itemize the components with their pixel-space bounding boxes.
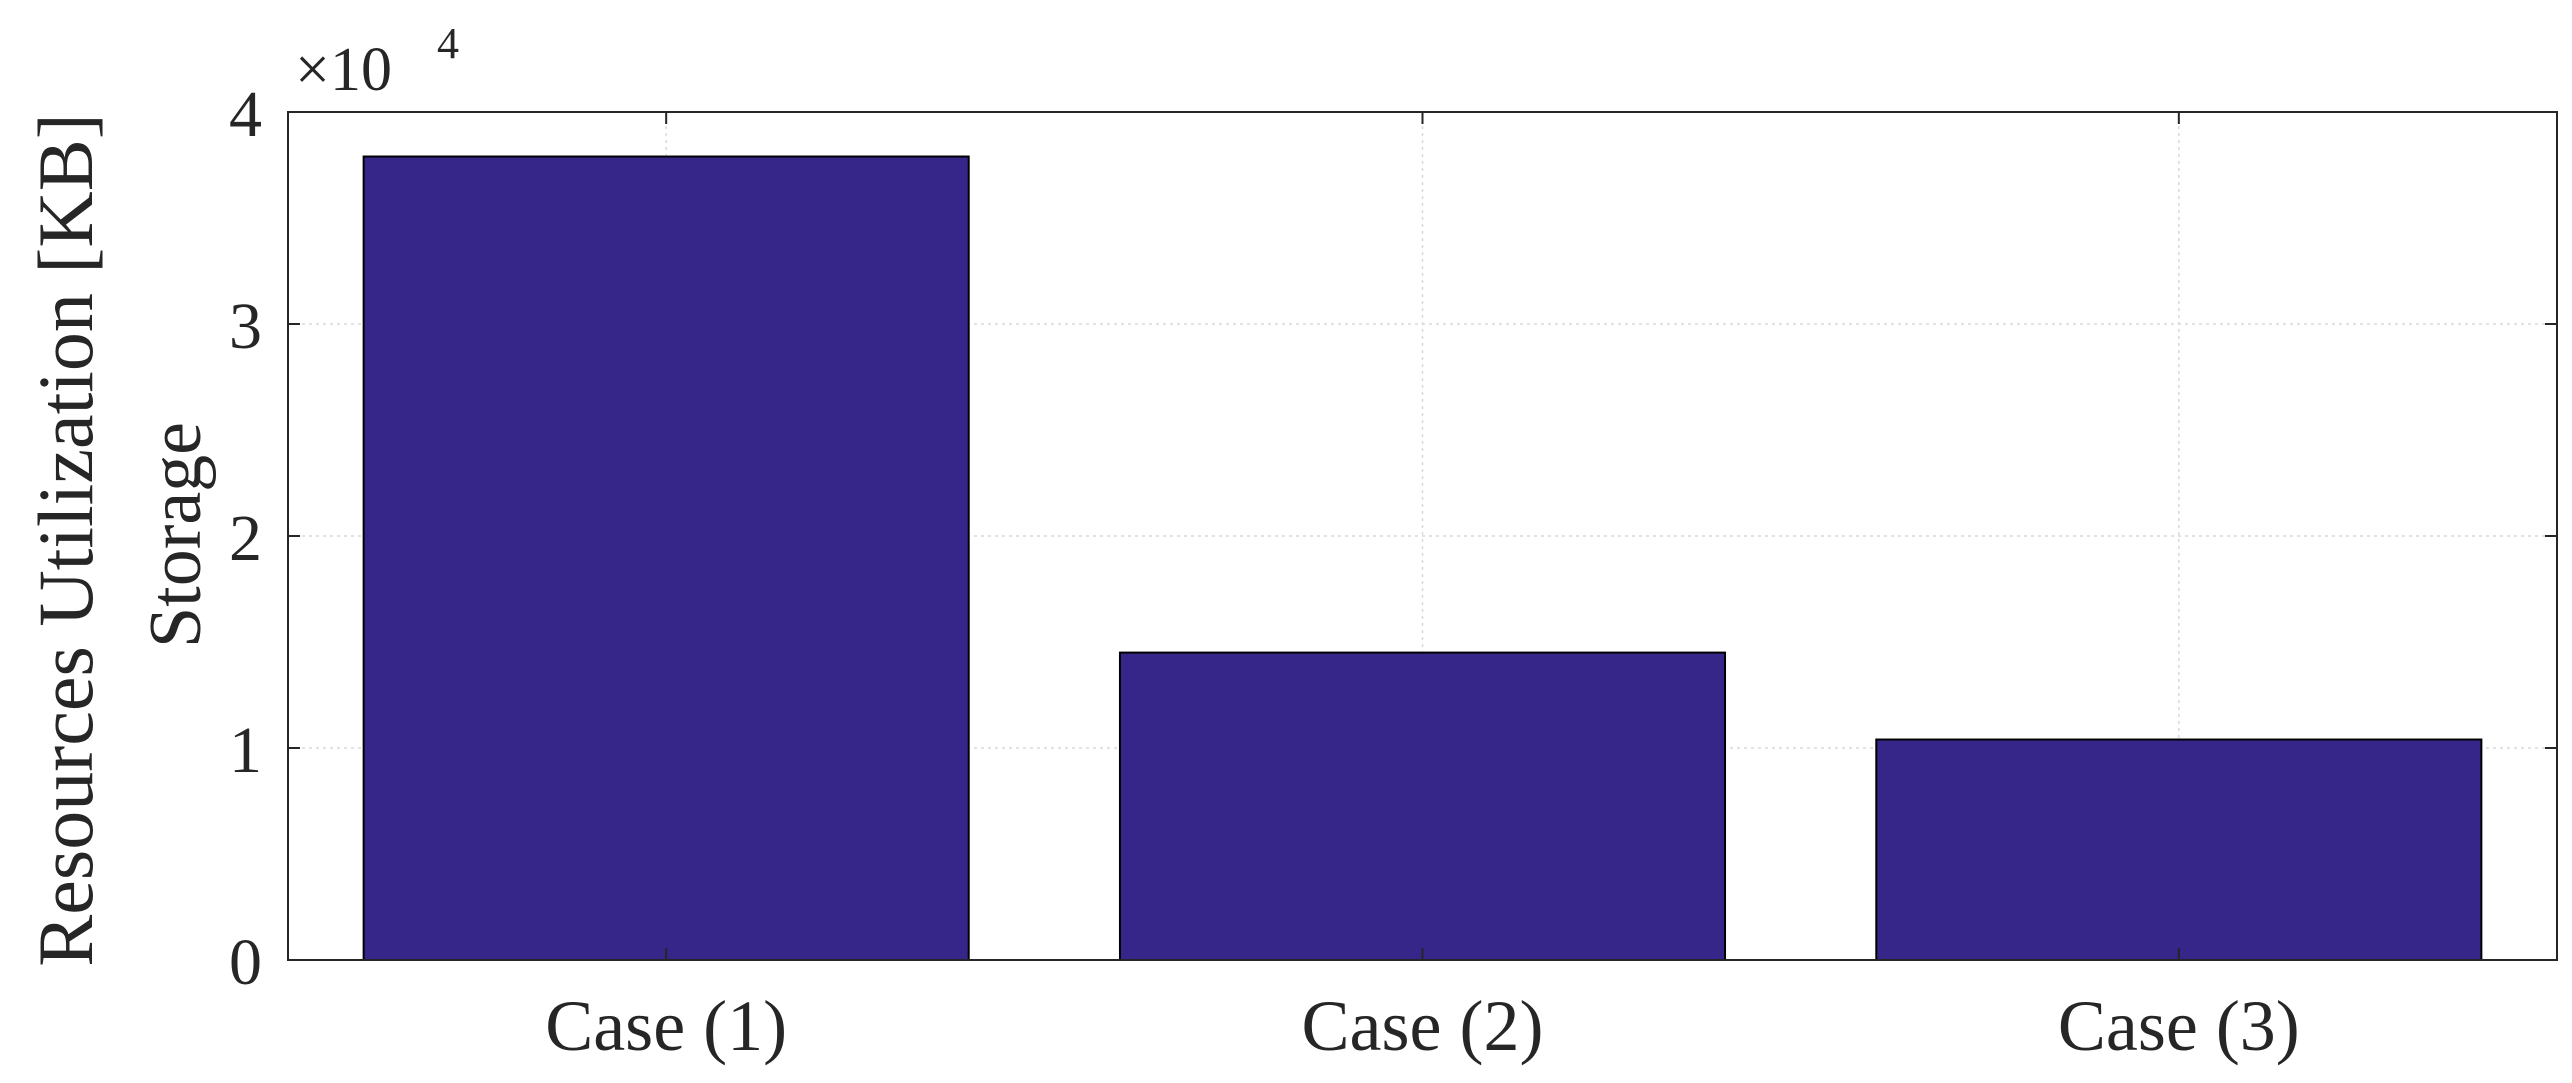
y-tick-label: 0 — [229, 926, 262, 999]
y-tick-label: 4 — [229, 78, 262, 151]
bar-2 — [1118, 651, 1727, 961]
bar-3 — [1875, 738, 2483, 962]
x-tick-label: Case (3) — [2058, 986, 2300, 1066]
y-multiplier-base: ×10 — [295, 36, 392, 104]
y-tick-label: 1 — [229, 714, 262, 787]
y-multiplier-exponent: 4 — [437, 19, 459, 68]
x-tick-labels: Case (1) Case (2) Case (3) — [545, 986, 2300, 1066]
x-tick-label: Case (2) — [1302, 986, 1544, 1066]
y-tick-labels: 0 1 2 3 4 — [229, 78, 262, 999]
tick-marks — [288, 111, 2557, 961]
bar-1 — [362, 155, 970, 961]
x-tick-label: Case (1) — [545, 986, 787, 1066]
y-axis-label-line-2: Storage — [135, 422, 217, 648]
y-axis-label-line-1: Resources Utilization [KB] — [22, 113, 109, 966]
y-tick-label: 3 — [229, 290, 262, 363]
y-tick-label: 2 — [229, 502, 262, 575]
bars — [362, 155, 2483, 962]
